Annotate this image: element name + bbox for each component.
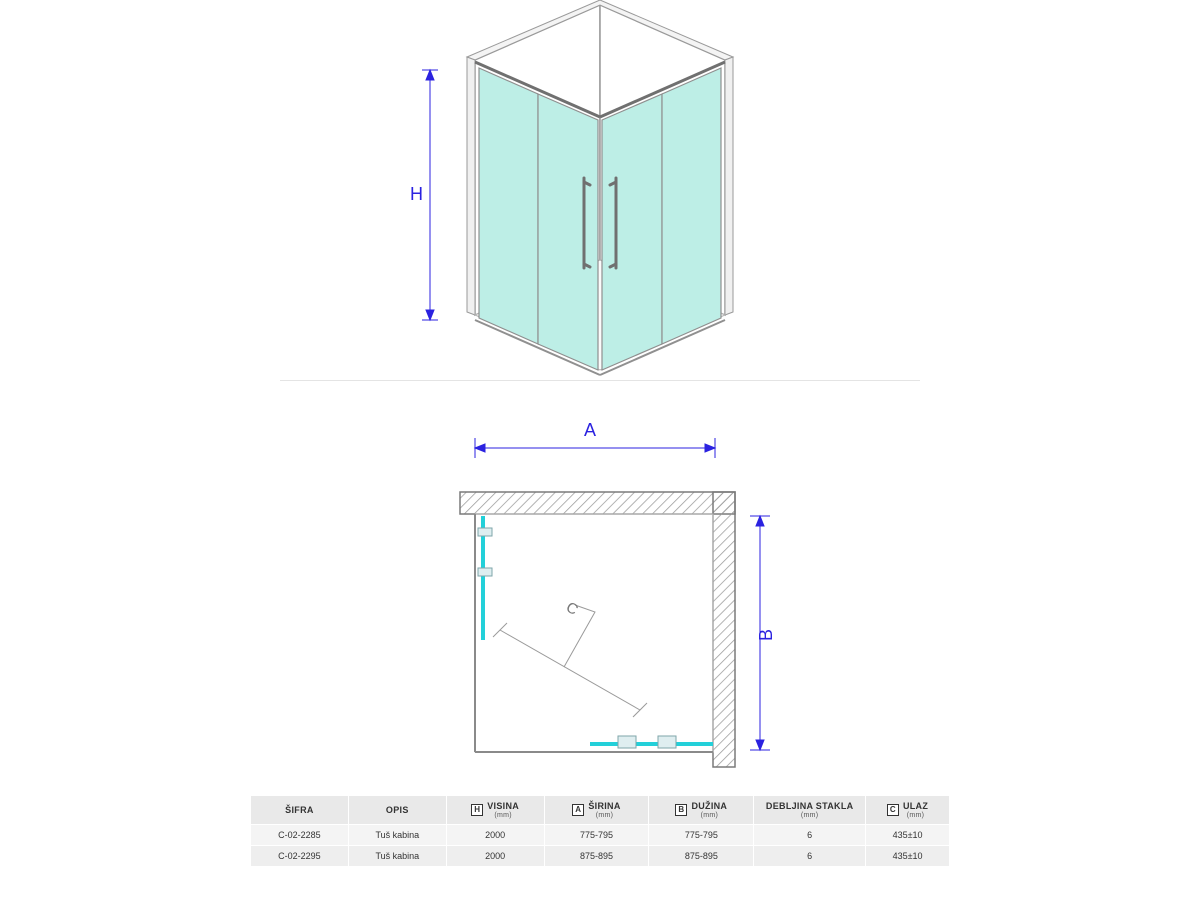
plan-wall-top [460, 492, 735, 514]
th-sirina: A ŠIRINA (mm) [544, 796, 649, 825]
header-icon-B: B [675, 804, 687, 816]
dim-H [422, 70, 438, 320]
dim-label-A: A [584, 420, 596, 440]
th-duzina: B DUŽINA (mm) [649, 796, 754, 825]
header-icon-H: H [471, 804, 483, 816]
header-icon-C: C [887, 804, 899, 816]
section-divider [280, 380, 920, 381]
dim-label-H: H [410, 184, 423, 204]
table-row: C-02-2295 Tuš kabina 2000 875-895 875-89… [251, 846, 950, 867]
dim-C [493, 605, 647, 717]
dim-label-B: B [756, 629, 776, 641]
th-opis: OPIS [348, 796, 446, 825]
plan-wall-right [713, 492, 735, 767]
th-debljina: DEBLJINA STAKLA (mm) [754, 796, 866, 825]
th-sifra: ŠIFRA [251, 796, 349, 825]
dim-label-C: C [563, 599, 581, 619]
header-icon-A: A [572, 804, 584, 816]
spec-table: ŠIFRA OPIS H VISINA (mm) A [250, 795, 950, 867]
table-row: C-02-2285 Tuš kabina 2000 775-795 775-79… [251, 825, 950, 846]
glass-left-slide [538, 94, 598, 370]
th-ulaz: C ULAZ (mm) [866, 796, 950, 825]
glass-right-slide [602, 94, 662, 370]
th-visina: H VISINA (mm) [446, 796, 544, 825]
glass-left-fixed [479, 68, 538, 344]
glass-right-fixed [662, 68, 721, 344]
dim-A [475, 438, 715, 458]
isometric-diagram: H [340, 0, 860, 380]
plan-diagram: A B [340, 410, 860, 780]
